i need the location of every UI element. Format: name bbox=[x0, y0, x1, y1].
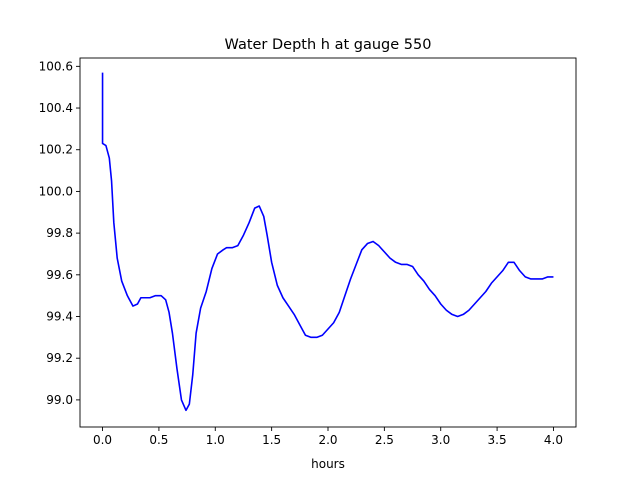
plot-area: 0.0 0.5 1.0 1.5 2.0 2.5 3.0 3.5 4.0 99.0 99.2 99.4 9… bbox=[39, 57, 577, 447]
x-tick-label: 1.5 bbox=[262, 433, 281, 447]
x-tick-label: 2.0 bbox=[318, 433, 337, 447]
x-tick-label: 1.0 bbox=[206, 433, 225, 447]
y-tick-label: 99.8 bbox=[46, 226, 73, 240]
x-tick-label: 3.0 bbox=[431, 433, 450, 447]
y-tick-label: 99.6 bbox=[46, 268, 73, 282]
y-tick-label: 100.2 bbox=[39, 143, 73, 157]
y-tick-label: 100.6 bbox=[39, 59, 73, 73]
x-tick-label: 0.5 bbox=[149, 433, 168, 447]
x-tick-label: 0.0 bbox=[93, 433, 112, 447]
y-tick-label: 100.0 bbox=[39, 184, 73, 198]
x-tick-label: 2.5 bbox=[375, 433, 394, 447]
y-tick-label: 99.2 bbox=[46, 351, 73, 365]
series-line-0 bbox=[101, 72, 554, 412]
y-tick-label: 100.4 bbox=[39, 101, 73, 115]
x-tick-label: 4.0 bbox=[544, 433, 563, 447]
chart-title: Water Depth h at gauge 550 bbox=[225, 37, 432, 53]
x-axis-label: hours bbox=[311, 457, 345, 471]
y-tick-label: 99.4 bbox=[46, 310, 73, 324]
x-tick-label: 3.5 bbox=[488, 433, 507, 447]
y-tick-label: 99.0 bbox=[46, 393, 73, 407]
